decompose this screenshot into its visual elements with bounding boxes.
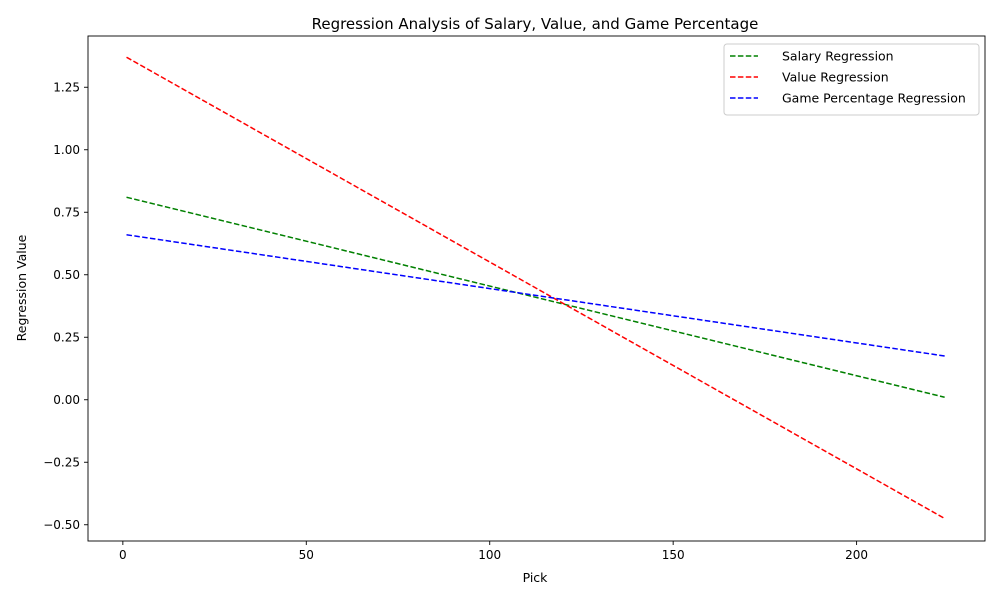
x-axis-label: Pick xyxy=(523,570,549,585)
chart-title: Regression Analysis of Salary, Value, an… xyxy=(312,15,759,33)
x-tick-label: 150 xyxy=(662,548,685,562)
x-tick-label: 200 xyxy=(845,548,868,562)
series-line-0 xyxy=(126,196,945,398)
plot-area xyxy=(87,35,986,542)
y-tick-label: −0.25 xyxy=(43,455,80,469)
x-tick-label: 0 xyxy=(119,548,127,562)
x-tick-label: 50 xyxy=(299,548,314,562)
y-tick-label: 1.25 xyxy=(53,80,80,94)
series-line-1 xyxy=(126,56,946,520)
legend-label: Salary Regression xyxy=(782,49,894,64)
y-tick-label: 0.00 xyxy=(53,393,80,407)
y-axis-label: Regression Value xyxy=(14,234,29,341)
legend-label: Game Percentage Regression xyxy=(782,91,966,106)
series-line-2 xyxy=(126,234,945,357)
legend-label: Value Regression xyxy=(782,70,889,85)
legend: Salary Regression Value Regression Game Pe… xyxy=(723,43,980,116)
y-tick-label: 0.50 xyxy=(53,268,80,282)
y-tick-label: 1.00 xyxy=(53,143,80,157)
y-axis-ticks: −0.50 −0.25 0.00 0.25 0.50 0.75 1.00 1.25 xyxy=(43,80,88,532)
plot-frame xyxy=(87,35,986,542)
y-tick-label: 0.75 xyxy=(53,205,80,219)
legend-box xyxy=(723,43,980,116)
x-axis-ticks: 0 50 100 150 200 xyxy=(119,541,868,562)
x-tick-label: 100 xyxy=(478,548,501,562)
y-tick-label: −0.50 xyxy=(43,518,80,532)
y-tick-label: 0.25 xyxy=(53,330,80,344)
